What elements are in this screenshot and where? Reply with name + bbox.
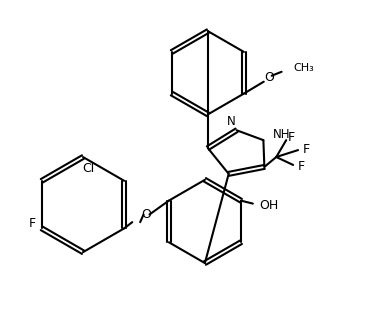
- Text: F: F: [298, 160, 305, 173]
- Text: CH₃: CH₃: [293, 63, 314, 73]
- Text: O: O: [264, 71, 274, 84]
- Text: OH: OH: [259, 199, 278, 212]
- Text: O: O: [142, 208, 151, 221]
- Text: N: N: [227, 115, 236, 128]
- Text: Cl: Cl: [82, 162, 94, 175]
- Text: F: F: [303, 143, 310, 156]
- Text: F: F: [288, 131, 295, 144]
- Text: NH: NH: [273, 128, 291, 141]
- Text: F: F: [28, 217, 36, 230]
